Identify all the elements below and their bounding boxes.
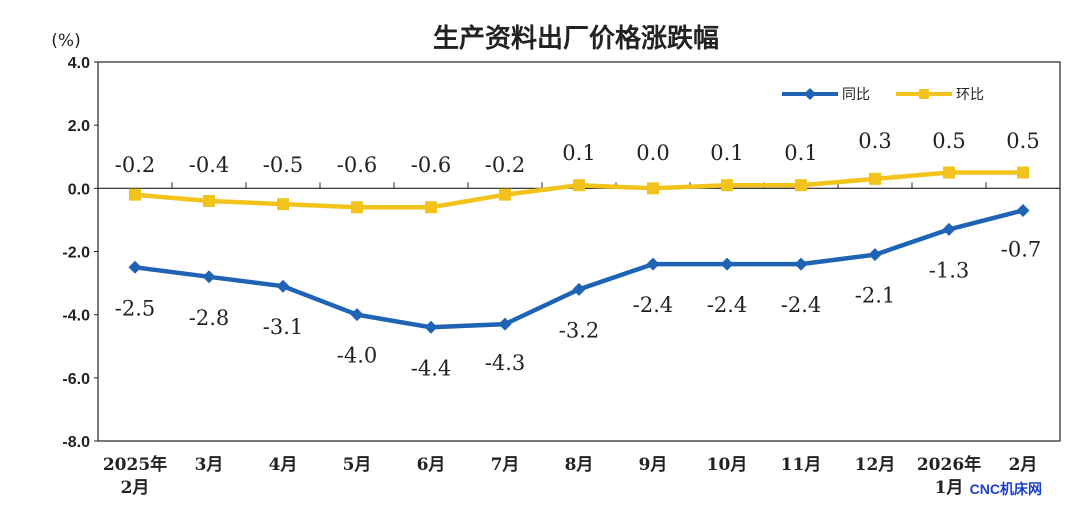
y-tick-label: -6.0 [62, 371, 90, 388]
data-label: -4.4 [411, 356, 452, 380]
data-label: -0.4 [189, 153, 230, 177]
data-point-diamond [720, 257, 734, 271]
y-axis-unit: (%) [51, 31, 80, 51]
data-point-square [499, 188, 511, 201]
x-tick-label: 10月 [707, 455, 748, 475]
data-point-diamond [572, 282, 586, 296]
data-point-square [1017, 166, 1029, 179]
legend-marker-square [919, 89, 929, 99]
legend-label: 同比 [842, 87, 870, 103]
y-tick-label: 2.0 [68, 118, 90, 135]
data-label: -2.4 [707, 293, 748, 317]
data-point-square [129, 188, 141, 201]
watermark: CNC机床网 [970, 481, 1042, 497]
data-point-square [351, 201, 363, 214]
data-label: -2.1 [855, 284, 896, 308]
x-tick-label: 12月 [855, 455, 896, 475]
data-label: -0.6 [411, 153, 452, 177]
data-label: -0.7 [1001, 237, 1042, 261]
y-tick-label: 4.0 [68, 55, 90, 72]
y-tick-label: -8.0 [62, 434, 90, 451]
x-tick-label: 2025年 [103, 454, 167, 475]
series-line [132, 208, 1026, 330]
data-label: 0.3 [858, 129, 891, 153]
data-point-diamond [350, 308, 364, 322]
data-label: -3.2 [559, 318, 600, 342]
data-label: -1.3 [929, 258, 970, 282]
x-tick-label: 8月 [565, 455, 594, 475]
data-point-square [277, 198, 289, 211]
data-label: 0.5 [1006, 129, 1039, 153]
y-tick-label: 0.0 [68, 181, 90, 198]
y-tick-label: -2.0 [62, 245, 90, 262]
data-point-square [721, 179, 733, 192]
data-point-square [943, 166, 955, 179]
data-point-diamond [498, 317, 512, 331]
x-tick-label: 5月 [343, 455, 372, 475]
data-point-diamond [794, 257, 808, 271]
data-point-diamond [424, 320, 438, 334]
legend-marker-diamond [804, 88, 816, 100]
x-axis-ticks: 2025年 2月 3月 4月 5月 6月 7月 8月 9月 10月 11月 12月 2026年 1月 2月 [103, 454, 1038, 498]
data-label: 0.1 [562, 141, 595, 165]
series-yoy: -2.5 -2.8 -3.1 -4.0 -4.4 -4.3 -3.2 -2.4 -2.4 -2.4… [115, 203, 1042, 380]
data-label: -0.5 [263, 153, 304, 177]
data-label: -2.4 [781, 293, 822, 317]
data-point-diamond [942, 222, 956, 236]
data-point-square [869, 172, 881, 185]
data-point-diamond [202, 270, 216, 284]
x-tick-label: 11月 [781, 455, 822, 475]
x-tick-label: 6月 [417, 455, 446, 475]
legend-label: 环比 [956, 87, 984, 103]
data-label: -0.6 [337, 153, 378, 177]
data-point-square [425, 201, 437, 214]
y-axis-ticks: 4.0 2.0 0.0 -2.0 -4.0 -6.0 -8.0 [62, 55, 98, 451]
data-label: 0.1 [784, 141, 817, 165]
y-tick-label: -4.0 [62, 308, 90, 325]
x-tick-label: 2月 [1009, 455, 1038, 475]
data-point-square [573, 179, 585, 192]
data-label: -4.3 [485, 351, 526, 375]
data-point-diamond [646, 257, 660, 271]
x-tick-label: 3月 [195, 455, 224, 475]
data-point-square [647, 182, 659, 195]
data-point-diamond [276, 279, 290, 293]
axes [97, 61, 1061, 442]
x-tick-label: 1月 [935, 478, 964, 498]
data-point-square [795, 179, 807, 192]
data-point-diamond [1016, 203, 1030, 217]
data-point-square [203, 194, 215, 207]
data-point-diamond [868, 248, 882, 262]
data-label: 0.0 [636, 141, 669, 165]
data-label: 0.1 [710, 141, 743, 165]
series-mom: -0.2 -0.4 -0.5 -0.6 -0.6 -0.2 0.1 0.0 0.1 0.1 0.3 0… [115, 129, 1040, 214]
data-label: -2.5 [115, 296, 156, 320]
x-tick-label: 9月 [639, 455, 668, 475]
data-label: -0.2 [485, 153, 526, 177]
data-label: -3.1 [263, 315, 304, 339]
data-label: 0.5 [932, 129, 965, 153]
data-label: -2.8 [189, 306, 230, 330]
series-layer: -2.5 -2.8 -3.1 -4.0 -4.4 -4.3 -3.2 -2.4 -2.4 -2.4… [115, 129, 1042, 380]
x-tick-label: 2026年 [917, 454, 981, 475]
x-tick-label: 7月 [491, 455, 520, 475]
x-tick-label: 4月 [269, 455, 298, 475]
chart-title: 生产资料出厂价格涨跌幅 [433, 23, 719, 54]
legend: 同比 环比 [782, 87, 984, 103]
data-label: -2.4 [633, 293, 674, 317]
data-label: -4.0 [337, 344, 378, 368]
plot-frame [97, 61, 1061, 442]
data-point-diamond [128, 260, 142, 274]
x-tick-label: 2月 [121, 478, 150, 498]
data-label: -0.2 [115, 153, 156, 177]
